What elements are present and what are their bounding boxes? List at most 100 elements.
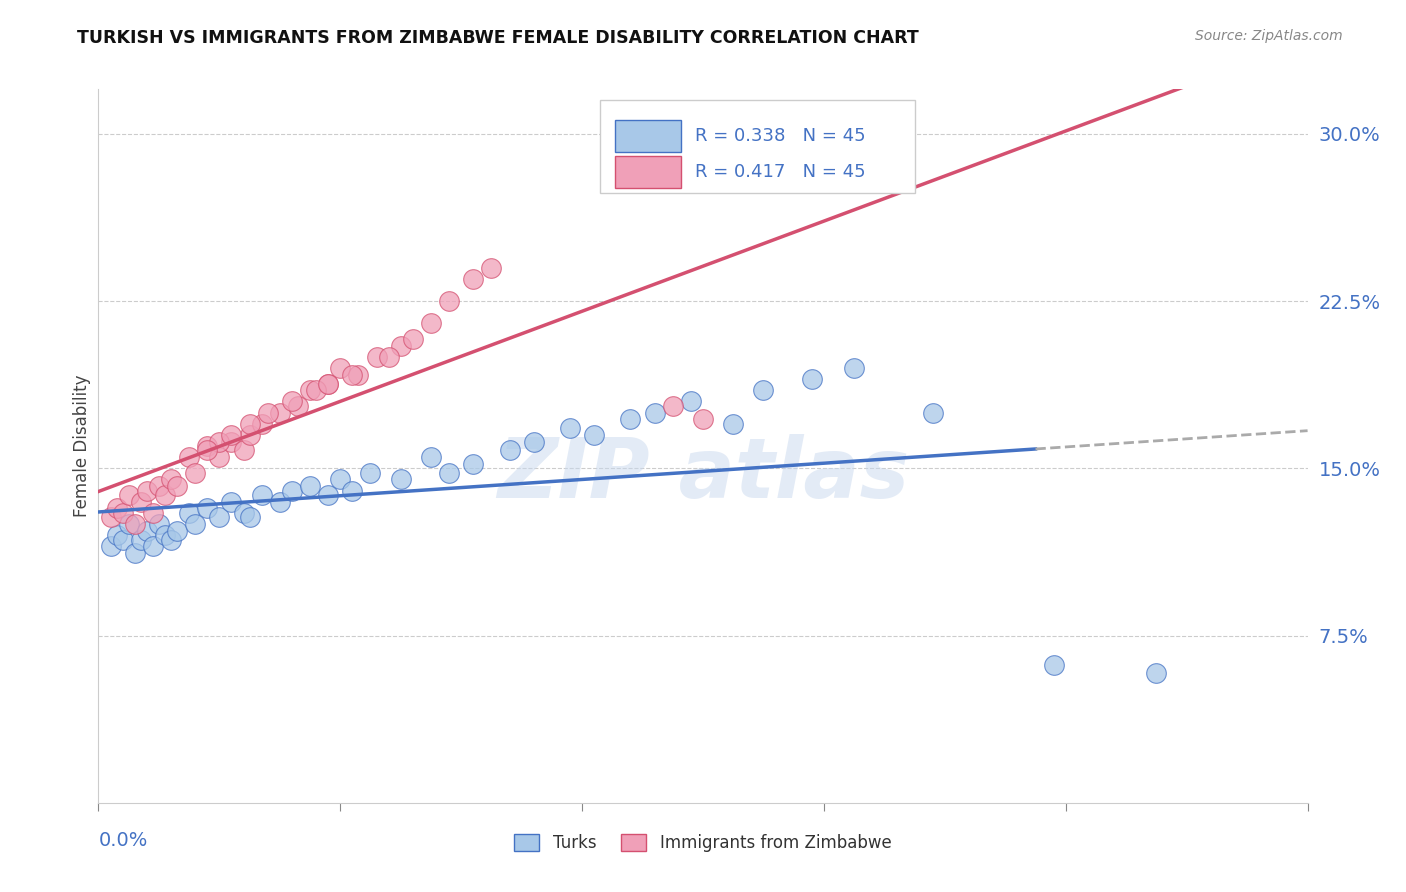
Point: [100, 510, 122, 524]
Point: [232, 443, 254, 458]
Point: [208, 434, 231, 449]
Text: ZIP atlas: ZIP atlas: [496, 434, 910, 515]
Point: [366, 350, 388, 364]
Point: [184, 466, 207, 480]
Point: [239, 427, 262, 442]
FancyBboxPatch shape: [600, 100, 915, 193]
Point: [256, 405, 278, 419]
Point: [692, 412, 714, 426]
Point: [160, 533, 183, 547]
Point: [269, 405, 291, 419]
Point: [316, 376, 339, 391]
Point: [118, 488, 141, 502]
Point: [299, 479, 322, 493]
Point: [583, 427, 606, 442]
Point: [232, 506, 254, 520]
Point: [305, 384, 328, 398]
Text: R = 0.338   N = 45: R = 0.338 N = 45: [695, 127, 865, 145]
FancyBboxPatch shape: [614, 155, 682, 187]
Point: [1042, 657, 1064, 672]
Point: [142, 506, 165, 520]
Point: [135, 483, 157, 498]
Legend: Turks, Immigrants from Zimbabwe: Turks, Immigrants from Zimbabwe: [508, 827, 898, 859]
Point: [360, 466, 382, 480]
Point: [153, 528, 176, 542]
Point: [105, 501, 128, 516]
Point: [111, 506, 134, 520]
Point: [463, 271, 485, 285]
Point: [420, 450, 443, 464]
Point: [195, 443, 218, 458]
Point: [184, 516, 207, 531]
Point: [135, 524, 157, 538]
Point: [463, 457, 485, 471]
Point: [752, 384, 775, 398]
Text: 0.0%: 0.0%: [98, 831, 148, 850]
Point: [329, 473, 352, 487]
Point: [105, 528, 128, 542]
Point: [100, 539, 122, 553]
Point: [644, 405, 666, 419]
Point: [124, 546, 146, 560]
Point: [800, 372, 823, 386]
Point: [299, 384, 322, 398]
Point: [523, 434, 546, 449]
Point: [498, 443, 520, 458]
Text: Source: ZipAtlas.com: Source: ZipAtlas.com: [1195, 29, 1343, 43]
Point: [221, 494, 243, 508]
Y-axis label: Female Disability: Female Disability: [73, 375, 91, 517]
Point: [420, 316, 443, 330]
Point: [221, 427, 243, 442]
Point: [844, 360, 866, 375]
Point: [481, 260, 503, 275]
Point: [437, 293, 460, 308]
Text: TURKISH VS IMMIGRANTS FROM ZIMBABWE FEMALE DISABILITY CORRELATION CHART: TURKISH VS IMMIGRANTS FROM ZIMBABWE FEMA…: [77, 29, 920, 46]
Point: [921, 405, 943, 419]
Point: [129, 494, 152, 508]
Point: [281, 394, 304, 409]
Point: [160, 473, 183, 487]
Point: [166, 524, 188, 538]
Point: [179, 506, 201, 520]
Point: [723, 417, 745, 431]
Point: [661, 399, 683, 413]
Point: [389, 338, 412, 352]
Point: [195, 439, 218, 453]
Point: [558, 421, 581, 435]
Point: [679, 394, 702, 409]
Point: [342, 368, 364, 382]
Point: [269, 494, 291, 508]
Point: [239, 510, 262, 524]
Point: [208, 510, 231, 524]
Text: R = 0.417   N = 45: R = 0.417 N = 45: [695, 162, 865, 180]
Point: [281, 483, 304, 498]
Point: [377, 350, 399, 364]
Point: [619, 412, 641, 426]
Point: [389, 473, 412, 487]
Point: [316, 488, 339, 502]
Point: [166, 479, 188, 493]
Point: [148, 479, 170, 493]
Point: [329, 360, 352, 375]
Point: [208, 450, 231, 464]
Point: [195, 501, 218, 516]
Point: [287, 399, 309, 413]
Point: [111, 533, 134, 547]
Point: [179, 450, 201, 464]
Point: [250, 488, 273, 502]
Point: [250, 417, 273, 431]
Point: [153, 488, 176, 502]
Point: [1144, 666, 1167, 681]
Point: [316, 376, 339, 391]
Point: [239, 417, 262, 431]
FancyBboxPatch shape: [614, 120, 682, 152]
Point: [342, 483, 364, 498]
Point: [129, 533, 152, 547]
Point: [142, 539, 165, 553]
Point: [437, 466, 460, 480]
Point: [347, 368, 370, 382]
Point: [148, 516, 170, 531]
Point: [118, 516, 141, 531]
Point: [124, 516, 146, 531]
Point: [402, 332, 425, 346]
